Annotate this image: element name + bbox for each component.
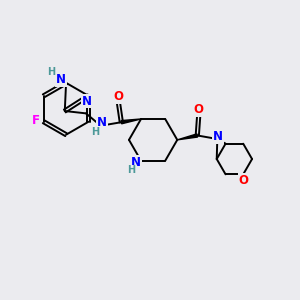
Text: H: H (91, 127, 100, 136)
Polygon shape (177, 134, 198, 140)
Text: N: N (213, 130, 223, 143)
Text: H: H (127, 165, 135, 175)
Text: N: N (56, 73, 66, 86)
Text: H: H (47, 67, 55, 77)
Polygon shape (121, 119, 141, 124)
Text: N: N (97, 116, 107, 129)
Text: O: O (194, 103, 204, 116)
Text: N: N (82, 94, 92, 108)
Text: O: O (113, 90, 123, 104)
Text: F: F (32, 114, 39, 127)
Text: O: O (239, 174, 249, 187)
Text: N: N (131, 156, 141, 169)
